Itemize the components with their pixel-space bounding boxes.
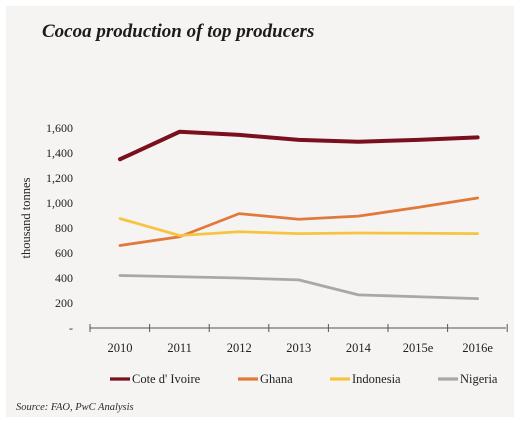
legend-label: Indonesia (352, 372, 401, 386)
x-tick-label: 2016e (462, 341, 493, 355)
y-tick-label: 1,400 (46, 146, 73, 160)
y-tick-label: - (69, 321, 73, 335)
series-line-cote-d-ivoire (118, 129, 480, 162)
series-lines (118, 129, 480, 301)
series-line-nigeria (118, 274, 480, 301)
chart-title: Cocoa production of top producers (42, 21, 315, 42)
y-axis-label: thousand tonnes (19, 177, 33, 258)
x-tick-label: 2015e (403, 341, 434, 355)
legend: Cote d' Ivoire Ghana Indonesia Nigeria (110, 372, 498, 386)
y-tick-label: 200 (55, 296, 73, 310)
y-axis-ticks: - 200 400 600 800 1,000 1,200 1,400 1,600 (46, 121, 73, 335)
y-tick-label: 800 (55, 221, 73, 235)
y-tick-label: 400 (55, 271, 73, 285)
y-tick-label: 1,000 (46, 196, 73, 210)
chart-panel (6, 6, 514, 417)
x-tick-label: 2013 (286, 341, 311, 355)
x-tick-label: 2012 (227, 341, 252, 355)
y-tick-label: 600 (55, 246, 73, 260)
x-tick-label: 2010 (108, 341, 133, 355)
y-tick-label: 1,600 (46, 121, 73, 135)
series-line-indonesia (118, 217, 480, 237)
legend-label: Nigeria (460, 372, 498, 386)
series-line-ghana (118, 196, 480, 247)
y-tick-label: 1,200 (46, 171, 73, 185)
x-tick-label: 2011 (167, 341, 192, 355)
source-note: Source: FAO, PwC Analysis (16, 402, 134, 413)
legend-label: Cote d' Ivoire (132, 372, 201, 386)
x-axis: 2010 2011 2012 2013 2014 2015e 2016e (89, 324, 508, 355)
legend-label: Ghana (260, 372, 293, 386)
x-tick-label: 2014 (346, 341, 372, 355)
